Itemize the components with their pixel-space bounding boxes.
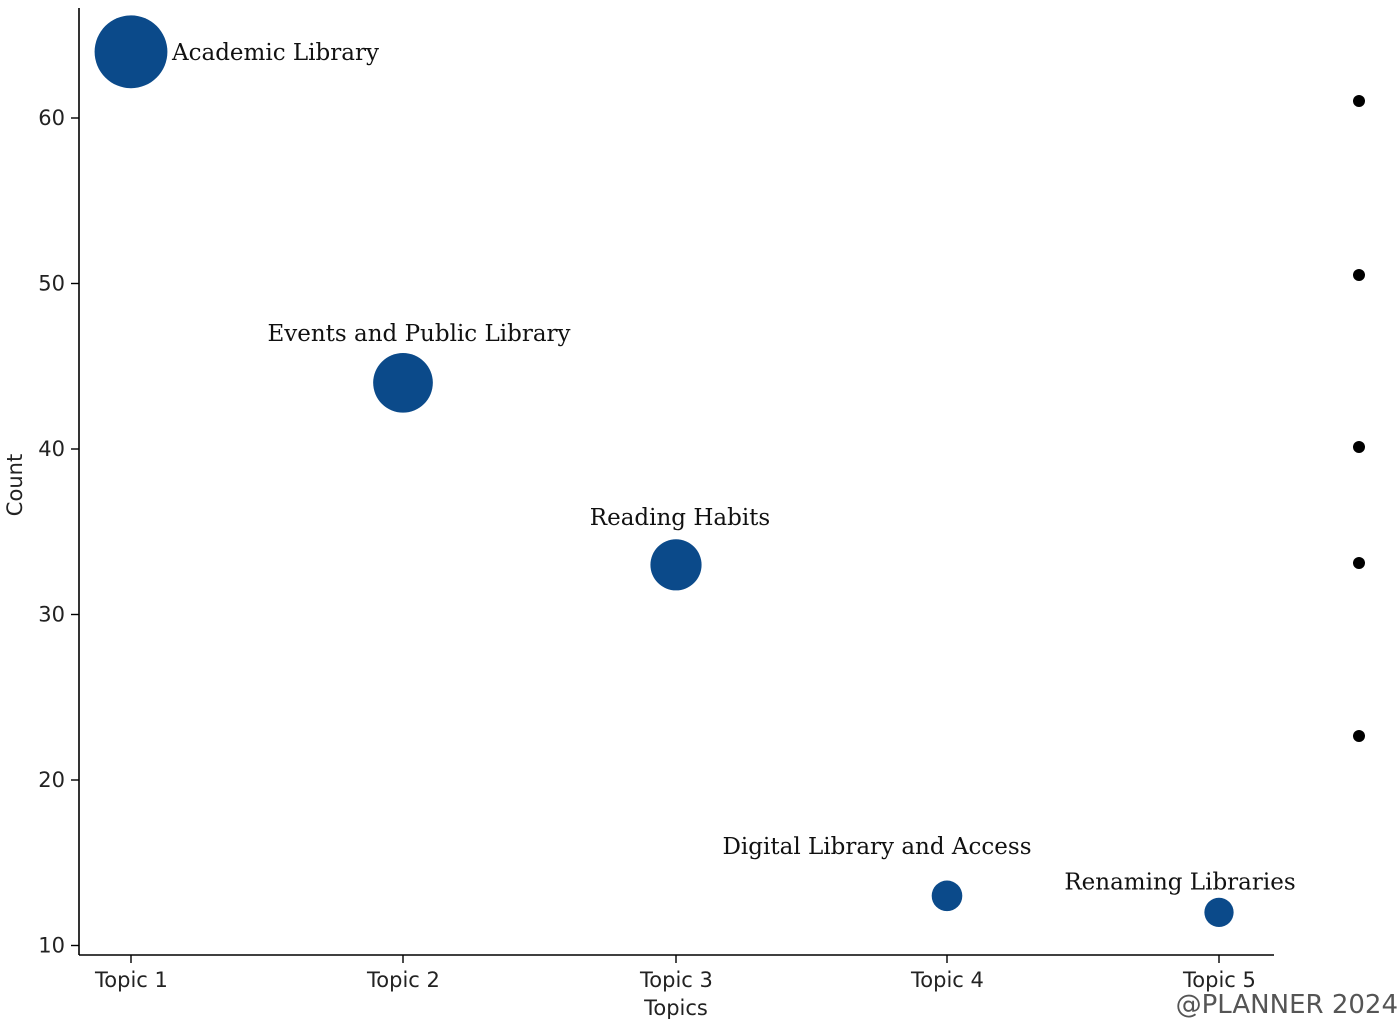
watermark-text: @PLANNER 2024 [1176,990,1398,1019]
x-tick-label: Topic 3 [639,968,713,992]
bubble [373,352,433,413]
y-tick-label: 30 [38,603,65,627]
bubble-label: Digital Library and Access [722,834,1031,860]
bubble-label: Renaming Libraries [1064,869,1295,895]
bubble-labels: Academic Library Events and Public Librar… [171,40,1296,896]
legend-marker [1353,269,1365,281]
y-tick-label: 20 [38,768,65,792]
y-tick-label: 40 [38,437,65,461]
legend [1353,95,1365,742]
x-tick-label: Topic 1 [94,968,168,992]
y-tick-label: 60 [38,106,65,130]
legend-marker [1353,557,1365,569]
x-tick-label: Topic 5 [1182,968,1256,992]
bubble [650,539,702,591]
legend-marker [1353,730,1365,742]
bubble-label: Reading Habits [590,505,770,531]
bubble-label: Events and Public Library [267,321,570,347]
axes: 10 20 30 40 50 60 Topic 1 Topic 2 Topic 3 Topic 4… [38,8,1274,992]
y-tick-label: 10 [38,934,65,958]
y-axis-title: Count [3,454,27,516]
x-tick-label: Topic 4 [910,968,984,992]
x-tick-label: Topic 2 [366,968,440,992]
bubble-label: Academic Library [171,40,379,66]
bubble [1204,897,1234,928]
legend-marker [1353,95,1365,107]
x-axis-title: Topics [643,996,708,1019]
bubble [94,15,168,89]
bubbles [94,15,1234,928]
bubble [931,880,963,912]
y-tick-label: 50 [38,272,65,296]
legend-marker [1353,441,1365,453]
